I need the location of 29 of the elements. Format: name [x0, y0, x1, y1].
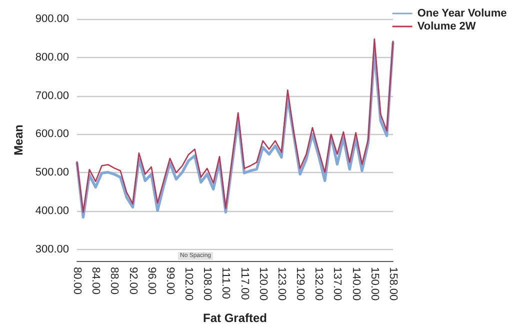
- legend-label: Volume 2W: [417, 20, 476, 32]
- legend-label: One Year Volume: [417, 8, 507, 20]
- x-tick-label: 102.00: [182, 267, 195, 301]
- x-tick-label: 111.00: [220, 267, 232, 300]
- x-tick-label: 123.00: [275, 267, 288, 301]
- x-tick-label: 120.00: [256, 267, 269, 301]
- x-tick-label: 150.00: [368, 267, 380, 301]
- x-tick-label: 80.00: [71, 267, 83, 295]
- y-tick-label: 600.00: [35, 128, 69, 140]
- x-axis-title: Fat Grafted: [202, 311, 268, 325]
- y-tick-label: 900.00: [35, 13, 69, 25]
- x-tick-label: 117.00: [238, 267, 250, 300]
- x-tick-label: 99.00: [164, 267, 176, 295]
- y-tick-label: 500.00: [35, 166, 69, 179]
- x-tick-label: 132.00: [312, 267, 325, 301]
- x-tick-label: 84.00: [90, 267, 102, 295]
- x-tick-label: 158.00: [387, 267, 399, 301]
- y-axis-title: Mean: [11, 124, 26, 156]
- x-tick-label: 88.00: [108, 267, 120, 295]
- y-tick-label: 400.00: [35, 205, 69, 218]
- x-tick-label: 137.00: [331, 267, 344, 301]
- x-tick-label: 108.00: [201, 267, 214, 301]
- x-tick-label: 92.00: [126, 267, 139, 295]
- y-tick-label: 300.00: [35, 243, 69, 256]
- x-tick-label: 96.00: [145, 267, 158, 295]
- y-tick-label: 700.00: [35, 90, 69, 102]
- x-tick-label: 129.00: [294, 267, 306, 301]
- y-tick-label: 800.00: [35, 51, 69, 64]
- x-tick-label: 140.00: [350, 267, 362, 301]
